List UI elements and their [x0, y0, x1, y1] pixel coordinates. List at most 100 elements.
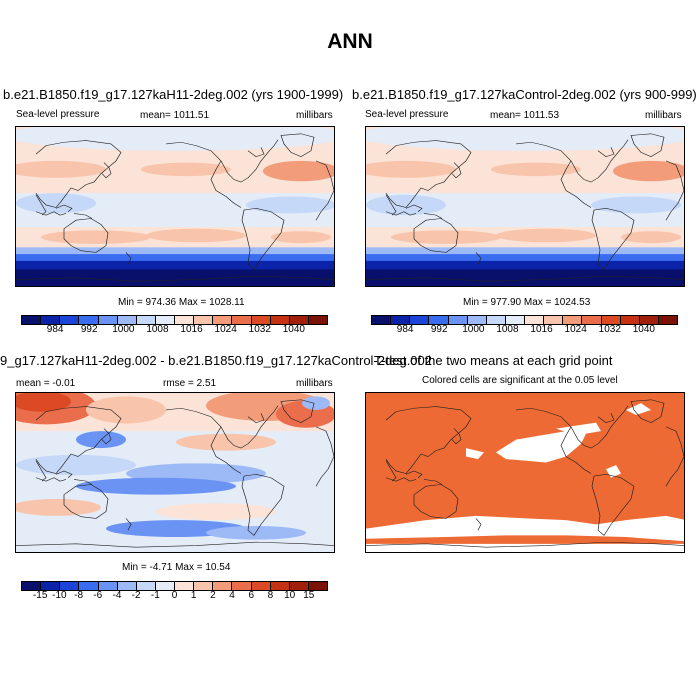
panel-2-minmax: Min = 977.90 Max = 1024.53 — [463, 297, 591, 308]
colorbar-label: 1040 — [282, 324, 305, 335]
panel-4-title: T-test of the two means at each grid poi… — [374, 353, 613, 368]
panel-2-colorbar — [371, 315, 678, 325]
colorbar-label: 4 — [229, 590, 235, 601]
panel-3-mean-label: mean = -0.01 — [16, 378, 76, 389]
colorbar-label: -8 — [74, 590, 84, 601]
panel-1-mean-label: mean= 1011.51 — [140, 110, 210, 121]
colorbar-swatch — [563, 316, 583, 324]
colorbar-swatch — [308, 582, 327, 590]
colorbar-label: 10 — [284, 590, 296, 601]
colorbar-swatch — [60, 316, 80, 324]
colorbar-swatch — [213, 582, 233, 590]
panel-2-mean-label: mean= 1011.53 — [490, 110, 560, 121]
colorbar-swatch — [620, 316, 640, 324]
colorbar-swatch — [289, 582, 309, 590]
colorbar-label: 1016 — [180, 324, 203, 335]
panel-3-colorbar — [21, 581, 328, 591]
colorbar-label: 1032 — [248, 324, 271, 335]
colorbar-swatch — [79, 582, 99, 590]
colorbar-swatch — [117, 582, 137, 590]
colorbar-swatch — [194, 316, 214, 324]
panel-3-units-label: millibars — [296, 378, 333, 389]
panel-1-map — [15, 126, 335, 287]
colorbar-swatch — [194, 582, 214, 590]
colorbar-label: 1024 — [564, 324, 587, 335]
colorbar-label: 1008 — [496, 324, 519, 335]
colorbar-swatch — [79, 316, 99, 324]
panel-2-units-label: millibars — [645, 110, 682, 121]
colorbar-swatch — [213, 316, 233, 324]
colorbar-label: -2 — [131, 590, 141, 601]
colorbar-label: 1032 — [598, 324, 621, 335]
panel-2-variable-label: Sea-level pressure — [365, 109, 449, 120]
colorbar-swatch — [98, 582, 118, 590]
colorbar-swatch — [658, 316, 677, 324]
colorbar-swatch — [448, 316, 468, 324]
colorbar-swatch — [251, 582, 271, 590]
colorbar-swatch — [41, 582, 61, 590]
colorbar-label: -10 — [52, 590, 67, 601]
panel-3-title: 9_g17.127kaH11-2deg.002 - b.e21.B1850.f1… — [0, 353, 432, 368]
panel-1-minmax: Min = 974.36 Max = 1028.11 — [118, 297, 245, 308]
colorbar-swatch — [270, 582, 290, 590]
panel-3-rmse-label: rmse = 2.51 — [163, 378, 217, 389]
colorbar-swatch — [155, 582, 175, 590]
colorbar-swatch — [410, 316, 430, 324]
colorbar-label: 1016 — [530, 324, 553, 335]
colorbar-swatch — [175, 316, 195, 324]
colorbar-label: 1 — [190, 590, 197, 601]
panel-1-units-label: millibars — [296, 110, 333, 121]
figure-title: ANN — [327, 30, 373, 53]
colorbar-label: 1000 — [112, 324, 135, 335]
colorbar-swatch — [429, 316, 449, 324]
colorbar-swatch — [467, 316, 487, 324]
colorbar-swatch — [639, 316, 659, 324]
colorbar-label: -6 — [93, 590, 103, 601]
panel-1-title: b.e21.B1850.f19_g17.127kaH11-2deg.002 (y… — [3, 87, 344, 102]
colorbar-label: -4 — [112, 590, 122, 601]
colorbar-swatch — [582, 316, 602, 324]
colorbar-swatch — [391, 316, 411, 324]
panel-3-map — [15, 392, 335, 553]
colorbar-label: 1024 — [214, 324, 237, 335]
colorbar-label: 8 — [267, 590, 274, 601]
panel-2-title: b.e21.B1850.f19_g17.127kaControl-2deg.00… — [352, 87, 697, 102]
panel-1-colorbar — [21, 315, 328, 325]
colorbar-swatch — [601, 316, 621, 324]
colorbar-label: 992 — [430, 324, 448, 335]
colorbar-label: 1008 — [146, 324, 169, 335]
colorbar-swatch — [175, 582, 195, 590]
colorbar-label: 984 — [46, 324, 64, 335]
colorbar-label: 2 — [210, 590, 216, 601]
colorbar-swatch — [41, 316, 61, 324]
colorbar-swatch — [98, 316, 118, 324]
colorbar-swatch — [505, 316, 525, 324]
colorbar-swatch — [232, 582, 252, 590]
colorbar-swatch — [22, 316, 42, 324]
colorbar-label: -1 — [150, 590, 160, 601]
colorbar-swatch — [251, 316, 271, 324]
colorbar-swatch — [136, 316, 156, 324]
colorbar-label: 984 — [396, 324, 414, 335]
colorbar-swatch — [544, 316, 564, 324]
colorbar-label: 0 — [171, 590, 178, 601]
panel-3-minmax: Min = -4.71 Max = 10.54 — [122, 562, 231, 573]
colorbar-label: 1040 — [632, 324, 655, 335]
panel-1-colorbar-labels: 984 992 1000 1008 1016 1024 1032 1040 — [21, 324, 328, 336]
colorbar-swatch — [232, 316, 252, 324]
colorbar-swatch — [308, 316, 327, 324]
colorbar-swatch — [270, 316, 290, 324]
colorbar-swatch — [22, 582, 42, 590]
colorbar-swatch — [117, 316, 137, 324]
colorbar-swatch — [525, 316, 545, 324]
colorbar-swatch — [60, 582, 80, 590]
colorbar-label: 15 — [303, 590, 315, 601]
panel-1-variable-label: Sea-level pressure — [16, 109, 100, 120]
colorbar-swatch — [486, 316, 506, 324]
panel-2-colorbar-labels: 984 992 1000 1008 1016 1024 1032 1040 — [371, 324, 678, 336]
colorbar-swatch — [136, 582, 156, 590]
colorbar-swatch — [289, 316, 309, 324]
panel-4-map — [365, 392, 685, 553]
colorbar-swatch — [372, 316, 392, 324]
colorbar-label: -15 — [32, 590, 48, 601]
